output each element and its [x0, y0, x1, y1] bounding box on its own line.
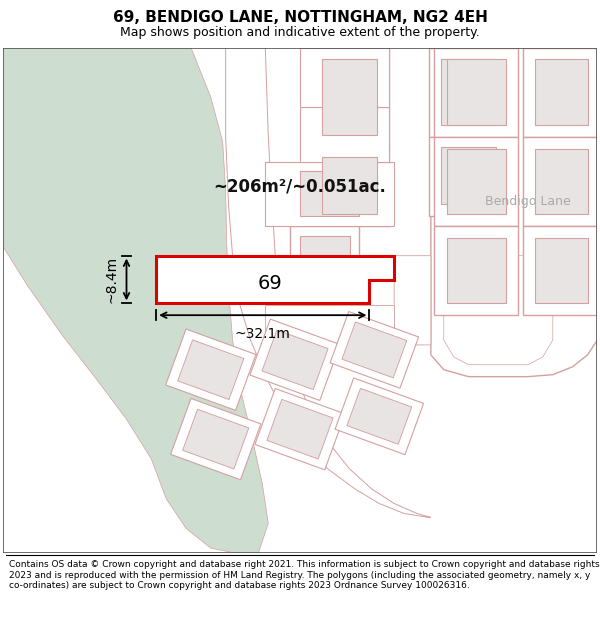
Polygon shape [322, 59, 377, 135]
Polygon shape [300, 48, 389, 107]
Polygon shape [300, 171, 359, 216]
Polygon shape [429, 137, 508, 216]
Polygon shape [441, 59, 496, 125]
Polygon shape [178, 340, 244, 399]
Polygon shape [347, 388, 412, 444]
Polygon shape [170, 399, 261, 480]
Polygon shape [447, 59, 506, 125]
Polygon shape [310, 147, 389, 226]
Polygon shape [447, 238, 506, 303]
Polygon shape [434, 137, 518, 226]
Polygon shape [300, 107, 389, 161]
Polygon shape [322, 156, 377, 214]
Polygon shape [310, 48, 389, 147]
Polygon shape [226, 48, 431, 518]
Polygon shape [265, 305, 394, 355]
Polygon shape [431, 48, 598, 377]
Polygon shape [300, 236, 350, 276]
Polygon shape [250, 319, 340, 401]
Polygon shape [535, 238, 587, 303]
Polygon shape [330, 311, 419, 388]
Polygon shape [182, 409, 249, 469]
Polygon shape [2, 48, 268, 553]
Text: 69: 69 [258, 274, 283, 293]
Polygon shape [290, 226, 359, 286]
Polygon shape [441, 147, 496, 204]
Text: 69, BENDIGO LANE, NOTTINGHAM, NG2 4EH: 69, BENDIGO LANE, NOTTINGHAM, NG2 4EH [113, 11, 487, 26]
Polygon shape [523, 137, 598, 226]
Polygon shape [166, 329, 256, 411]
Polygon shape [270, 284, 350, 296]
Polygon shape [434, 48, 518, 137]
Polygon shape [523, 48, 598, 137]
Polygon shape [447, 149, 506, 214]
Polygon shape [429, 48, 508, 137]
Polygon shape [394, 256, 431, 345]
Polygon shape [535, 149, 587, 214]
Text: Contains OS data © Crown copyright and database right 2021. This information is : Contains OS data © Crown copyright and d… [9, 560, 599, 590]
Polygon shape [255, 389, 345, 470]
Text: ~32.1m: ~32.1m [235, 327, 291, 341]
Text: Map shows position and indicative extent of the property.: Map shows position and indicative extent… [120, 26, 480, 39]
Polygon shape [444, 256, 553, 365]
Polygon shape [434, 226, 518, 315]
Text: ~8.4m: ~8.4m [104, 256, 119, 303]
Polygon shape [267, 399, 333, 459]
Polygon shape [335, 378, 424, 454]
Polygon shape [156, 256, 394, 303]
Polygon shape [523, 226, 598, 315]
Text: ~206m²/~0.051ac.: ~206m²/~0.051ac. [214, 177, 386, 195]
Polygon shape [265, 161, 394, 226]
Polygon shape [262, 330, 328, 389]
Text: Bendigo Lane: Bendigo Lane [485, 194, 571, 208]
Polygon shape [342, 322, 407, 378]
Polygon shape [535, 59, 587, 125]
